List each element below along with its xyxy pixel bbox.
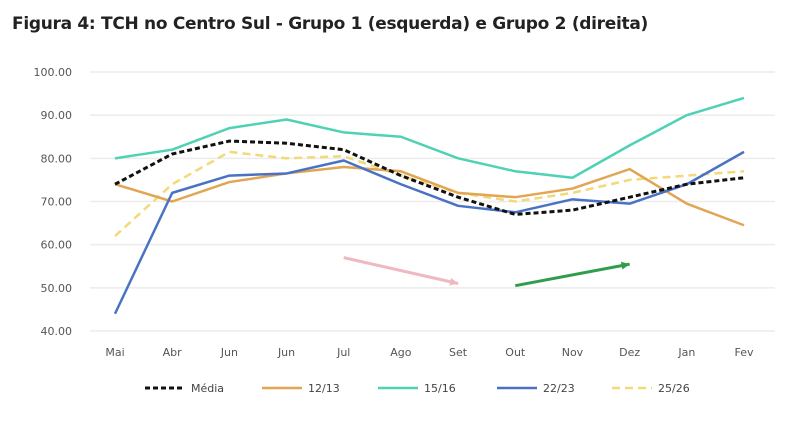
x-tick-label: Jan	[677, 346, 695, 359]
y-tick-label: 50.00	[41, 282, 73, 295]
x-tick-label: Out	[505, 346, 526, 359]
legend-label: 15/16	[424, 382, 456, 395]
legend-label: 12/13	[308, 382, 340, 395]
y-tick-label: 60.00	[41, 239, 73, 252]
x-tick-label: Mai	[105, 346, 124, 359]
trend-arrow	[343, 256, 459, 285]
x-tick-label: Jul	[336, 346, 350, 359]
x-tick-label: Nov	[562, 346, 584, 359]
x-tick-label: Jun	[277, 346, 295, 359]
series-line-2223	[113, 150, 745, 315]
series-line-1516	[114, 96, 745, 180]
trend-arrow	[514, 262, 630, 288]
x-tick-label: Set	[449, 346, 468, 359]
x-tick-label: Dez	[619, 346, 640, 359]
arrowhead	[620, 261, 630, 270]
series-line-2526	[114, 150, 745, 237]
legend-label: Média	[191, 382, 224, 395]
series-line-1213	[114, 165, 745, 227]
legend-label: 22/23	[543, 382, 575, 395]
y-tick-label: 100.00	[34, 66, 73, 79]
series-line-Mdia	[114, 139, 745, 216]
y-tick-label: 80.00	[41, 152, 73, 165]
arrowhead	[449, 277, 459, 286]
x-tick-label: Abr	[163, 346, 183, 359]
x-tick-label: Fev	[734, 346, 753, 359]
y-tick-label: 70.00	[41, 196, 73, 209]
legend-label: 25/26	[658, 382, 690, 395]
x-tick-label: Jun	[220, 346, 238, 359]
y-tick-label: 90.00	[41, 109, 73, 122]
chart-title: Figura 4: TCH no Centro Sul - Grupo 1 (e…	[12, 14, 648, 34]
y-tick-label: 40.00	[41, 325, 73, 338]
x-tick-label: Ago	[390, 346, 412, 359]
